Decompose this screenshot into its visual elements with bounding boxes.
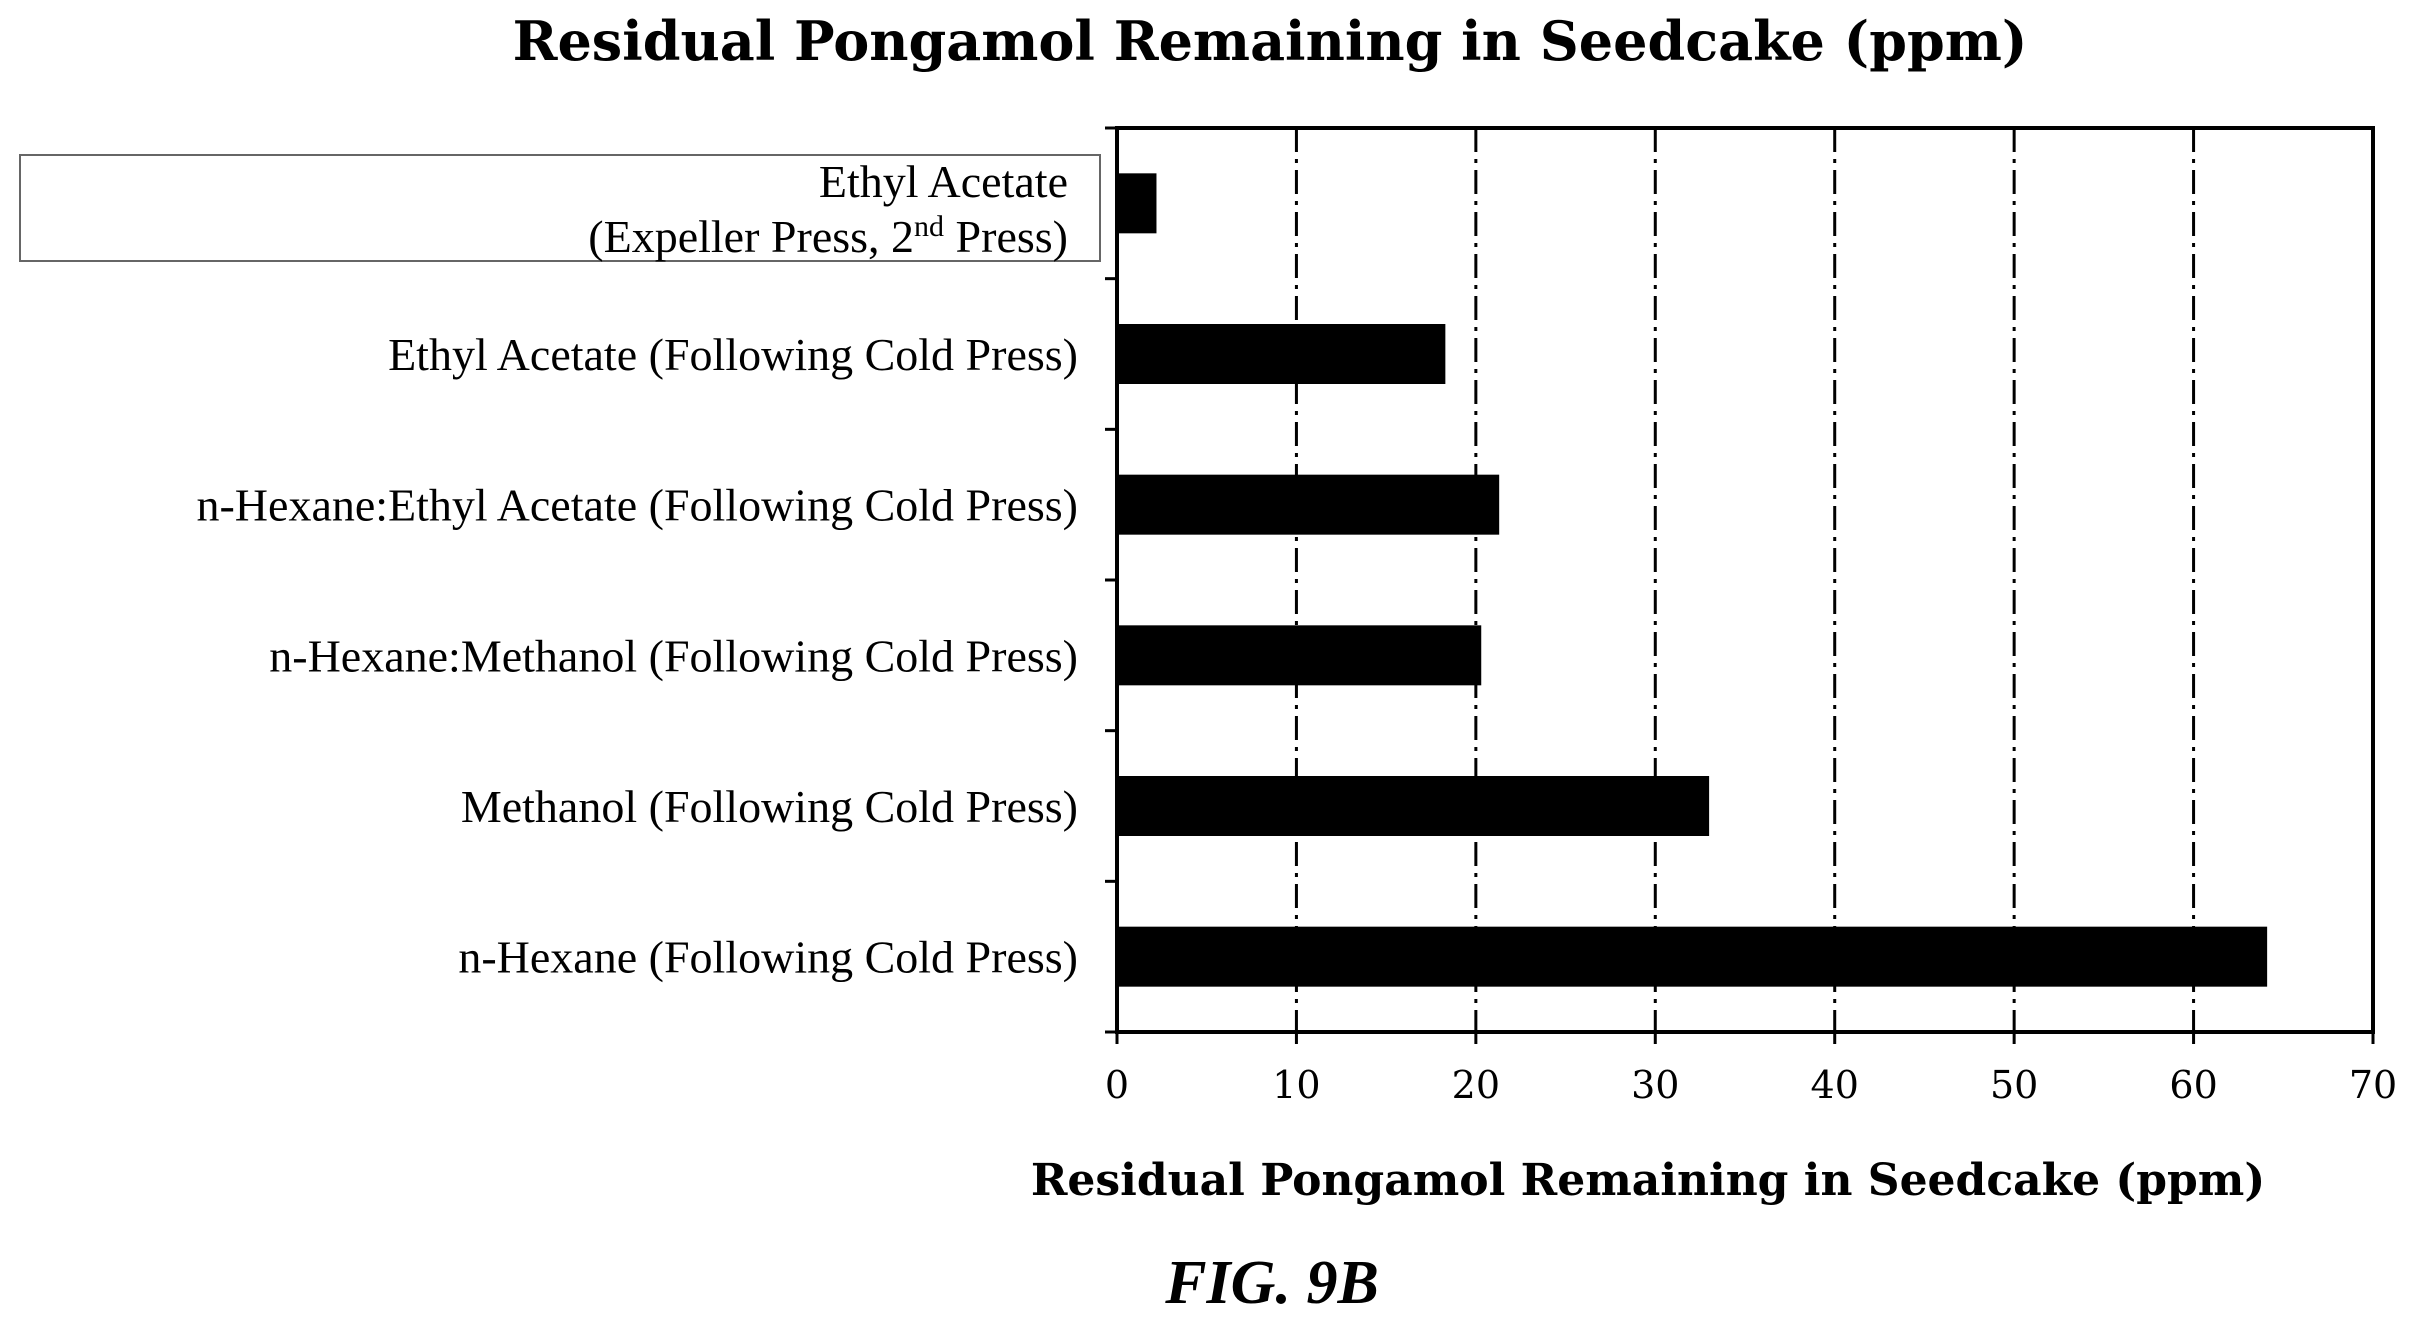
bar <box>1119 776 1710 836</box>
bar <box>1119 474 1500 535</box>
x-tick-label: 70 <box>2349 1063 2397 1107</box>
category-labels: Ethyl Acetate(Expeller Press, 2nd Press)… <box>19 154 1101 983</box>
chart-title: Residual Pongamol Remaining in Seedcake … <box>513 9 2028 73</box>
x-tick-label: 0 <box>1105 1063 1129 1107</box>
category-label: n-Hexane:Ethyl Acetate (Following Cold P… <box>196 480 1078 531</box>
category-label: n-Hexane (Following Cold Press) <box>458 932 1078 983</box>
gridlines <box>1294 128 2196 1032</box>
x-tick-label: 10 <box>1272 1063 1320 1107</box>
bar <box>1119 625 1482 686</box>
category-label: (Expeller Press, 2nd Press) <box>588 210 1068 262</box>
category-label: Ethyl Acetate <box>819 156 1068 207</box>
category-label: Methanol (Following Cold Press) <box>461 781 1078 832</box>
x-axis-label: Residual Pongamol Remaining in Seedcake … <box>1031 1155 2265 1206</box>
bar <box>1119 173 1157 234</box>
x-tick-label: 60 <box>2169 1063 2217 1107</box>
plot-frame <box>1115 126 2375 1034</box>
x-tick-label: 30 <box>1631 1063 1679 1107</box>
category-label: n-Hexane:Methanol (Following Cold Press) <box>269 630 1078 681</box>
bar <box>1119 324 1446 384</box>
bars <box>1119 173 2268 987</box>
figure-label: FIG. 9B <box>1164 1249 1379 1317</box>
category-label: Ethyl Acetate (Following Cold Press) <box>388 329 1078 380</box>
axis-ticks: 0 10 20 30 40 50 60 70 <box>1105 126 2397 1107</box>
x-tick-label: 20 <box>1452 1063 1500 1107</box>
x-tick-label: 40 <box>1811 1063 1859 1107</box>
category-label-box <box>19 154 1101 262</box>
bar <box>1119 926 2268 987</box>
x-tick-label: 50 <box>1990 1063 2038 1107</box>
